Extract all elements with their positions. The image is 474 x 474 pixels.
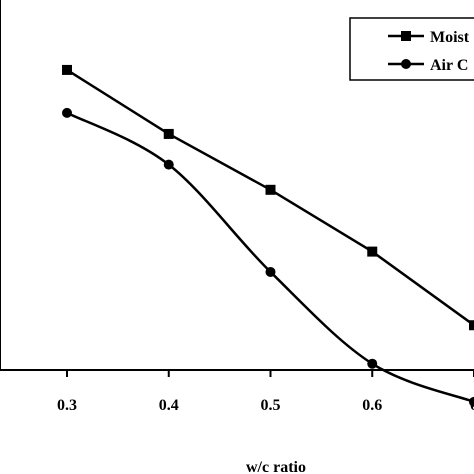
data-point-air-c <box>367 358 378 369</box>
legend-entries: Moist Air C <box>388 29 470 74</box>
legend: Moist Air C <box>349 17 474 81</box>
series-line-moist <box>66 68 474 327</box>
series-layer <box>62 64 474 407</box>
x-tick-label: 0.4 <box>159 397 179 414</box>
data-point-moist <box>163 128 174 139</box>
legend-box <box>349 17 474 81</box>
data-point-air-c <box>62 107 72 118</box>
data-point-air-c <box>163 159 174 170</box>
x-ticks: 0.30.40.50.60 <box>57 370 474 414</box>
series-line-air-c <box>66 111 474 403</box>
data-point-air-c <box>469 396 474 407</box>
legend-label-air-c: Air C <box>430 57 468 74</box>
data-point-moist <box>367 246 378 257</box>
legend-marker-air-c <box>401 59 411 69</box>
data-point-air-c <box>265 266 276 277</box>
legend-label-moist: Moist <box>430 29 470 46</box>
data-point-moist <box>469 320 474 331</box>
axes <box>0 0 474 371</box>
legend-marker-moist <box>401 31 411 41</box>
data-point-moist <box>265 184 276 195</box>
x-tick-label: 0.3 <box>57 397 77 414</box>
x-tick-label: 0.6 <box>362 397 382 414</box>
x-axis-title: w/c ratio <box>246 459 306 474</box>
x-tick-label: 0.5 <box>261 397 281 414</box>
data-point-moist <box>62 64 72 75</box>
